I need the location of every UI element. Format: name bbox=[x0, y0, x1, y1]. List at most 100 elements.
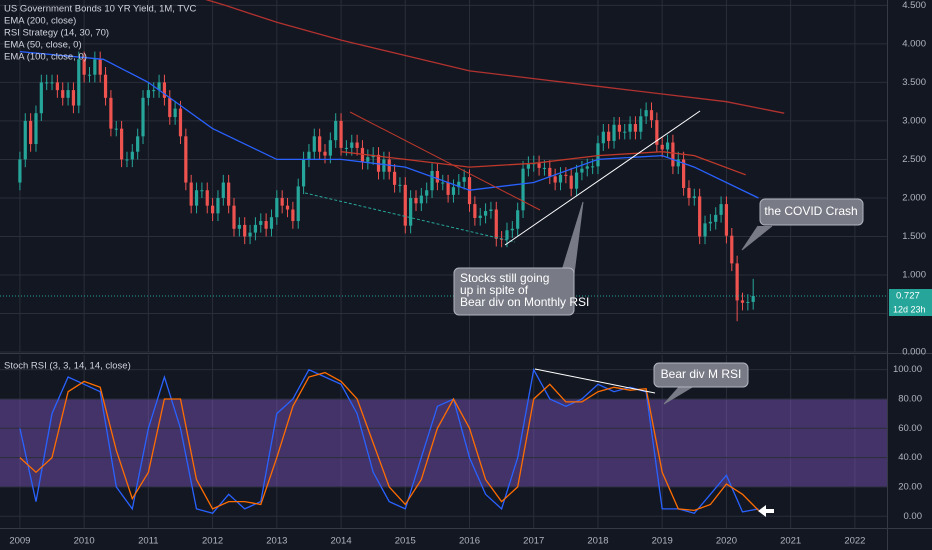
callout bbox=[759, 198, 864, 226]
candle-body bbox=[730, 235, 734, 264]
candle-body bbox=[607, 131, 611, 141]
candle-body bbox=[253, 224, 258, 233]
candle-body bbox=[23, 120, 27, 160]
candle-body bbox=[665, 142, 670, 150]
candle-body bbox=[178, 108, 183, 137]
candle-body bbox=[29, 120, 33, 145]
candle-body bbox=[451, 187, 456, 195]
candle-body bbox=[644, 110, 648, 117]
annotation: Stocks still going up in spite of Bear div… bbox=[460, 271, 589, 309]
candle-body bbox=[210, 205, 215, 214]
candle-body bbox=[189, 182, 193, 206]
candle-body bbox=[687, 187, 691, 198]
candle-body bbox=[746, 301, 750, 303]
x-tick-label: 2010 bbox=[74, 536, 95, 547]
y-tick-label: 3.500 bbox=[902, 77, 926, 88]
candle-body bbox=[114, 128, 118, 130]
band bbox=[0, 398, 887, 487]
candle-body bbox=[494, 209, 498, 239]
candle-body bbox=[740, 300, 745, 303]
candle-body bbox=[344, 147, 349, 149]
candle-body bbox=[98, 59, 102, 75]
callout bbox=[453, 267, 575, 316]
candle-body bbox=[184, 136, 188, 183]
candle-body bbox=[633, 124, 638, 132]
candle-body bbox=[130, 151, 134, 160]
x-tick-label: 2016 bbox=[459, 536, 480, 547]
callout bbox=[653, 362, 749, 388]
candle-body bbox=[152, 90, 156, 92]
candle-body bbox=[601, 131, 605, 144]
candle-body bbox=[714, 214, 718, 222]
candle-body bbox=[505, 230, 509, 240]
countdown-label: 12d 23h bbox=[893, 304, 926, 314]
candle-body bbox=[483, 211, 488, 216]
candle-body bbox=[441, 182, 445, 184]
candle-body bbox=[526, 164, 530, 169]
candle-body bbox=[446, 182, 450, 195]
candle-body bbox=[430, 170, 434, 191]
y-tick-label: 100.00 bbox=[893, 364, 922, 375]
candle-body bbox=[280, 197, 284, 206]
marks bbox=[0, 0, 887, 515]
x-tick-label: 2017 bbox=[523, 536, 544, 547]
candle-body bbox=[719, 204, 723, 215]
candle-body bbox=[103, 74, 108, 98]
candle-body bbox=[569, 175, 573, 189]
legend-entry: RSI Strategy (14, 30, 70) bbox=[4, 28, 109, 39]
candle-body bbox=[649, 110, 654, 121]
candle-body bbox=[243, 224, 247, 237]
x-tick-label: 2019 bbox=[652, 536, 673, 547]
candle-body bbox=[591, 166, 595, 168]
candle-body bbox=[542, 167, 547, 169]
y-tick-label: 0.00 bbox=[904, 511, 923, 522]
candle-body bbox=[724, 204, 729, 236]
candle-body bbox=[334, 120, 338, 141]
candle-body bbox=[227, 182, 231, 206]
candle-body bbox=[77, 59, 81, 106]
candle-body bbox=[312, 136, 316, 152]
line bbox=[341, 151, 746, 176]
candle-body bbox=[355, 142, 359, 148]
candle-body bbox=[259, 221, 263, 225]
candle-body bbox=[18, 159, 22, 183]
callout-pointer bbox=[663, 385, 695, 405]
candle-body bbox=[232, 205, 236, 229]
candle-body bbox=[516, 210, 520, 229]
candle-body bbox=[39, 82, 43, 114]
candle-body bbox=[71, 90, 76, 106]
legend-entry: EMA (100, close, 0) bbox=[4, 52, 87, 63]
annotation: the COVID Crash bbox=[764, 204, 857, 218]
legend-entry: EMA (50, close, 0) bbox=[4, 40, 82, 51]
candle-body bbox=[398, 184, 402, 186]
x-tick-label: 2022 bbox=[844, 536, 865, 547]
y-tick-label: 2.500 bbox=[902, 154, 926, 165]
candle-body bbox=[409, 197, 413, 226]
candle-body bbox=[173, 108, 177, 118]
candle-body bbox=[66, 90, 70, 98]
candle-body bbox=[510, 228, 514, 231]
line bbox=[205, 0, 785, 114]
y-tick-label: 1.500 bbox=[902, 231, 926, 242]
candle-body bbox=[50, 82, 54, 84]
candle-body bbox=[548, 167, 552, 177]
trendline bbox=[504, 110, 701, 246]
candle-body bbox=[617, 124, 621, 132]
x-tick-label: 2018 bbox=[587, 536, 608, 547]
x-tick-label: 2012 bbox=[202, 536, 223, 547]
legend-entry: EMA (200, close) bbox=[4, 16, 76, 27]
countdown-tag bbox=[889, 303, 932, 317]
candle-body bbox=[328, 140, 332, 156]
candle-body bbox=[275, 197, 279, 218]
line bbox=[19, 371, 759, 512]
candle-body bbox=[162, 82, 167, 98]
candle-body bbox=[403, 184, 407, 226]
candle-body bbox=[676, 159, 680, 167]
candle-body bbox=[216, 197, 220, 214]
candle-body bbox=[55, 82, 59, 91]
candle-body bbox=[318, 136, 322, 152]
y-tick-label: 60.00 bbox=[898, 423, 922, 434]
candle-body bbox=[655, 120, 659, 145]
candle-body bbox=[660, 144, 664, 150]
